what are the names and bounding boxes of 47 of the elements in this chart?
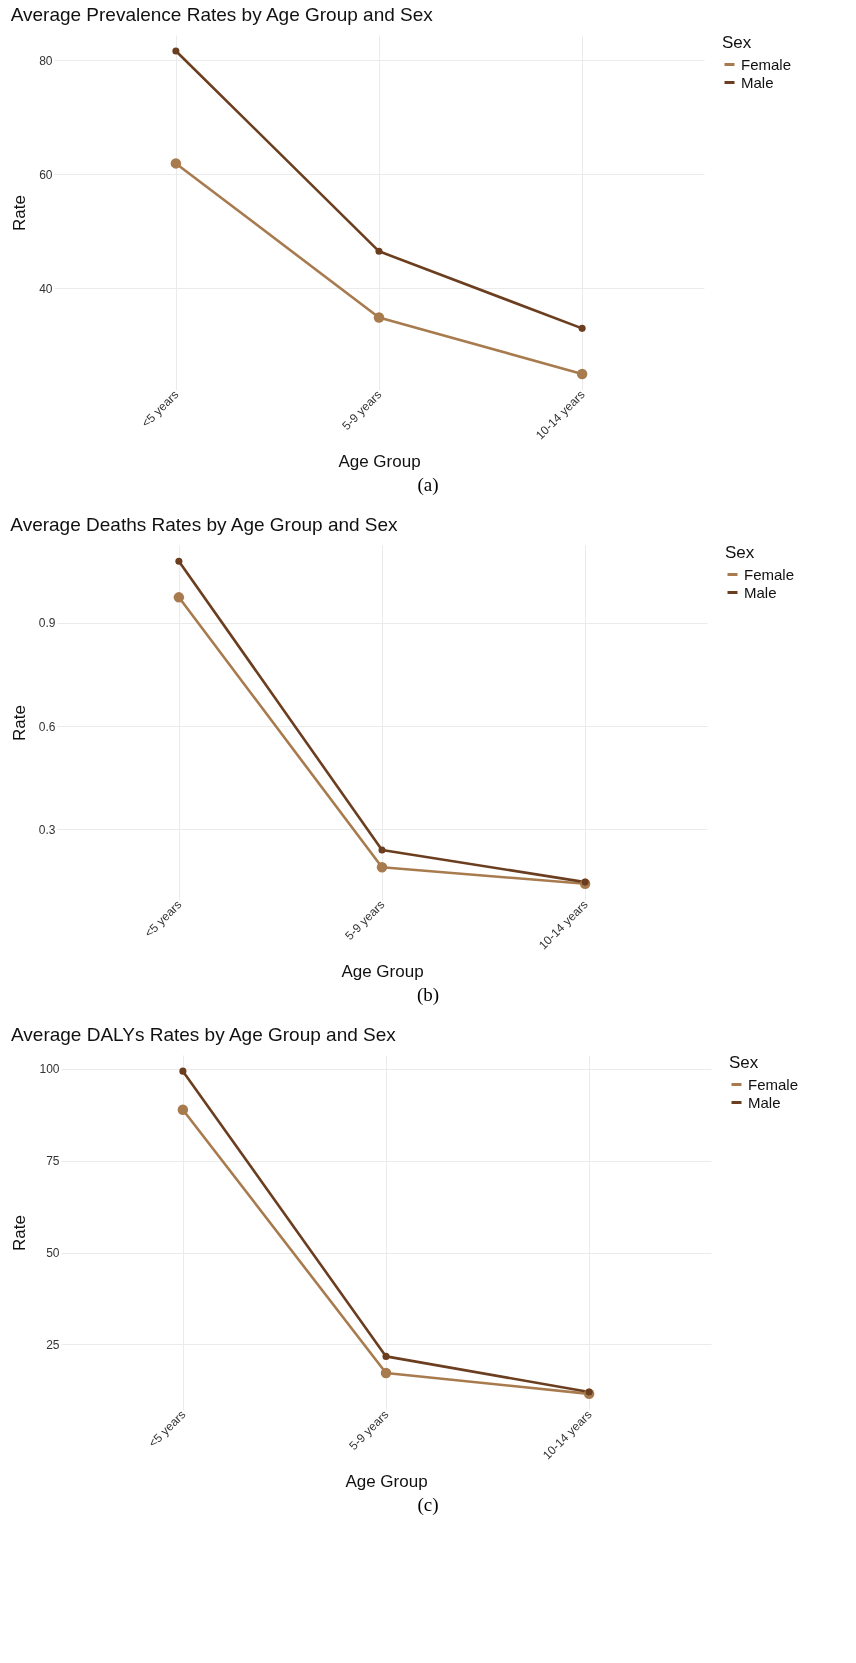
y-tick-label: 40: [39, 281, 53, 296]
point: [585, 1388, 593, 1396]
point: [177, 1104, 189, 1115]
point: [581, 878, 589, 886]
y-axis-title: Rate: [10, 195, 30, 231]
point: [175, 557, 183, 565]
point: [170, 158, 182, 169]
y-axis-title: Rate: [9, 705, 29, 741]
chart-title: Average Deaths Rates by Age Group and Sex: [10, 514, 399, 535]
point: [380, 1367, 392, 1379]
legend-label: Male: [748, 1093, 781, 1111]
y-tick-label: 25: [46, 1337, 60, 1352]
point: [375, 247, 383, 255]
point: [179, 1067, 187, 1075]
point: [172, 47, 180, 55]
legend-label: Female: [748, 1075, 799, 1093]
text: (c): [416, 1494, 440, 1516]
point: [378, 846, 386, 854]
legend-label: Male: [744, 583, 777, 601]
point: [173, 592, 185, 603]
chart-title: Average DALYs Rates by Age Group and Sex: [10, 1024, 397, 1045]
legend-label: Male: [741, 73, 774, 91]
point: [373, 312, 385, 323]
point: [376, 862, 388, 873]
point: [576, 368, 588, 380]
y-tick-label: 60: [39, 167, 53, 182]
legend-label: Female: [744, 565, 795, 583]
chart-title: Average Prevalence Rates by Age Group and Sex: [10, 4, 434, 25]
y-tick-label: 0.6: [38, 719, 56, 734]
text: (b): [415, 984, 441, 1006]
point: [578, 324, 586, 332]
y-tick-label: 100: [39, 1062, 60, 1077]
y-tick-label: 75: [46, 1154, 60, 1169]
y-tick-label: 80: [39, 53, 53, 68]
legend-title: Sex: [729, 1053, 759, 1072]
legend-title: Sex: [725, 543, 755, 562]
y-axis-title: Rate: [10, 1215, 30, 1251]
point: [382, 1352, 390, 1360]
y-tick-label: 0.9: [38, 616, 56, 631]
x-axis-title: Age Group: [345, 1471, 428, 1491]
text: (a): [416, 474, 440, 496]
x-axis-title: Age Group: [338, 451, 421, 471]
x-axis-title: Age Group: [341, 961, 424, 981]
legend-label: Female: [741, 55, 792, 73]
y-tick-label: 0.3: [38, 822, 56, 837]
y-tick-label: 50: [46, 1246, 60, 1261]
legend-title: Sex: [722, 33, 752, 52]
